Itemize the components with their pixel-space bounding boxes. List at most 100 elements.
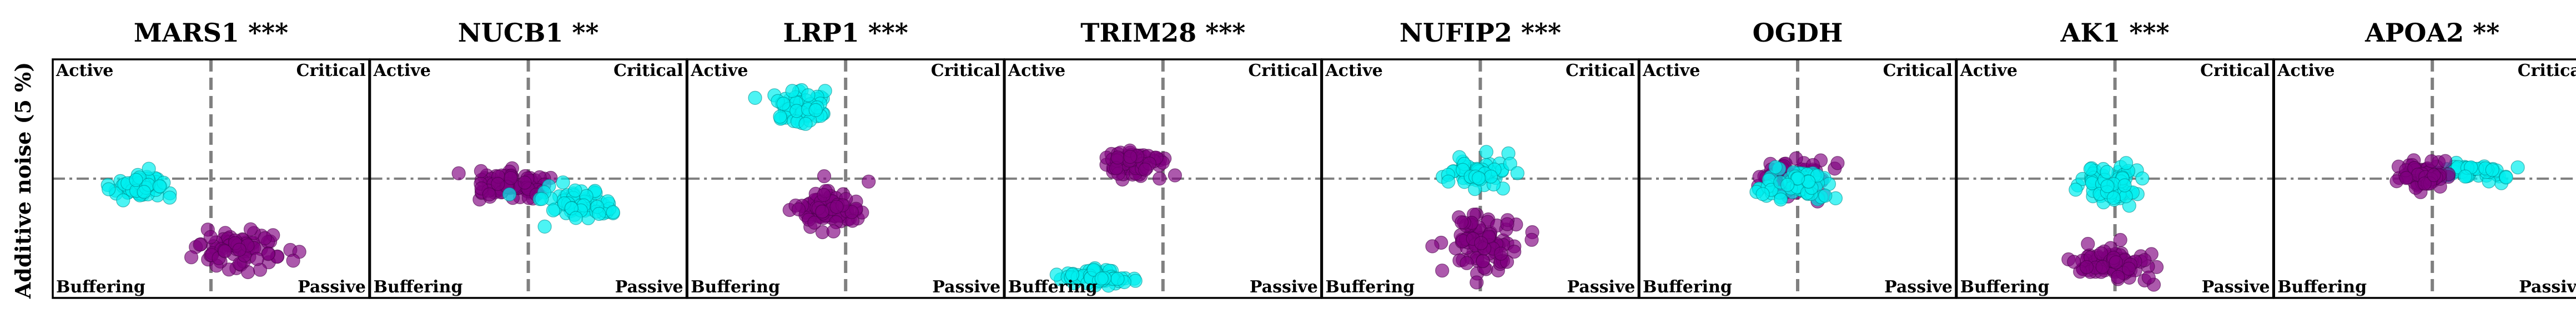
panel-7: APOA2 ** Active Critical Buffering Passive (2273, 18, 2576, 299)
data-point-cyan (116, 193, 130, 207)
data-point-cyan (789, 104, 804, 118)
quadrant-label-buffering: Buffering (56, 277, 145, 297)
data-point-purple (2141, 270, 2156, 285)
data-point-cyan (502, 187, 517, 201)
data-point-cyan (137, 185, 151, 199)
panel-title: MARS1 *** (134, 18, 288, 48)
data-point-cyan (592, 206, 606, 221)
data-point-purple (1470, 275, 1484, 290)
quadrant-label-critical: Critical (2200, 61, 2270, 80)
data-point-purple (1830, 156, 1845, 170)
quadrant-label-passive: Passive (932, 277, 1000, 297)
data-point-purple (491, 177, 505, 191)
quadrant-label-passive: Passive (1884, 277, 1953, 297)
data-point-purple (2417, 176, 2432, 191)
quadrant-label-active: Active (1008, 61, 1065, 80)
data-point-purple (2399, 171, 2413, 185)
data-point-cyan (1065, 267, 1080, 282)
data-point-purple (184, 250, 199, 265)
data-point-purple (829, 200, 844, 214)
quadrant-label-passive: Passive (298, 277, 366, 297)
panel-2: LRP1 *** Active Critical Buffering Passive (686, 18, 1005, 299)
data-point-cyan (2510, 160, 2525, 175)
data-point-cyan (546, 203, 561, 217)
data-point-purple (1110, 150, 1125, 165)
data-point-cyan (556, 175, 570, 190)
data-point-cyan (801, 88, 816, 103)
quadrant-label-critical: Critical (1566, 61, 1635, 80)
quadrant-label-active: Active (690, 61, 748, 80)
data-point-cyan (2100, 179, 2115, 194)
panel-title: TRIM28 *** (1080, 18, 1245, 48)
data-point-purple (1435, 264, 1450, 278)
panel-0: MARS1 *** Active Critical Buffering Passive (52, 18, 370, 299)
data-point-cyan (129, 173, 143, 187)
points-layer (451, 161, 620, 234)
data-point-cyan (535, 192, 549, 206)
panel-5: OGDH Active Critical Buffering Passive (1638, 18, 1957, 299)
data-point-purple (250, 252, 264, 266)
quadrant-label-critical: Critical (931, 61, 1000, 80)
data-point-purple (1138, 163, 1153, 177)
quadrant-label-passive: Passive (2519, 277, 2576, 297)
panel-frame (2273, 58, 2576, 299)
data-point-cyan (1479, 145, 1493, 159)
data-point-cyan (2100, 165, 2114, 179)
quadrant-label-passive: Passive (1250, 277, 1318, 297)
data-point-purple (1455, 215, 1469, 230)
data-point-cyan (2119, 156, 2134, 170)
data-point-purple (817, 188, 831, 202)
data-point-purple (451, 166, 466, 180)
data-point-purple (193, 237, 207, 252)
panel-1: NUCB1 ** Active Critical Buffering Passive (369, 18, 688, 299)
data-point-cyan (537, 219, 552, 234)
data-point-purple (1493, 246, 1508, 261)
points-layer (2061, 156, 2164, 292)
data-point-purple (2067, 255, 2081, 269)
data-point-cyan (1768, 160, 1783, 174)
panel-title: LRP1 *** (783, 18, 908, 48)
quadrant-label-buffering: Buffering (374, 277, 463, 297)
data-point-purple (1507, 245, 1522, 259)
data-point-purple (826, 224, 841, 239)
data-point-purple (2121, 261, 2136, 276)
data-point-cyan (773, 109, 787, 124)
data-point-cyan (142, 161, 156, 176)
data-point-purple (2111, 270, 2125, 284)
data-point-purple (815, 204, 829, 219)
data-point-purple (1474, 236, 1488, 250)
panel-6: AK1 *** Active Critical Buffering Passive (1955, 18, 2275, 299)
data-point-cyan (798, 117, 813, 131)
data-point-purple (218, 244, 232, 259)
data-point-purple (2438, 154, 2453, 168)
points-layer (1749, 151, 1845, 209)
y-axis-label: Additive noise (5 %) (11, 62, 36, 299)
data-point-cyan (163, 190, 177, 205)
data-point-cyan (568, 183, 582, 198)
quadrant-label-active: Active (2277, 61, 2334, 80)
panel-title: APOA2 ** (2364, 18, 2499, 48)
quadrant-label-critical: Critical (1883, 61, 1953, 80)
data-point-cyan (1790, 171, 1805, 186)
quadrant-label-passive: Passive (1567, 277, 1636, 297)
panel-4: NUFIP2 *** Active Critical Buffering Passive (1321, 18, 1640, 299)
data-point-cyan (1503, 156, 1517, 171)
quadrant-label-buffering: Buffering (1008, 277, 1098, 297)
data-point-purple (2109, 255, 2123, 270)
data-point-purple (517, 175, 532, 190)
data-point-cyan (1755, 187, 1770, 201)
data-point-purple (286, 254, 300, 268)
data-point-purple (2424, 154, 2439, 169)
data-point-cyan (606, 205, 620, 220)
data-point-cyan (2485, 163, 2499, 177)
quadrant-label-critical: Critical (1248, 61, 1317, 80)
data-point-cyan (2458, 169, 2472, 184)
data-point-cyan (1441, 174, 1456, 189)
data-point-purple (203, 230, 218, 244)
data-point-cyan (1774, 193, 1788, 207)
data-point-cyan (1094, 271, 1109, 286)
quadrant-label-buffering: Buffering (2277, 277, 2367, 297)
data-point-cyan (568, 211, 583, 225)
